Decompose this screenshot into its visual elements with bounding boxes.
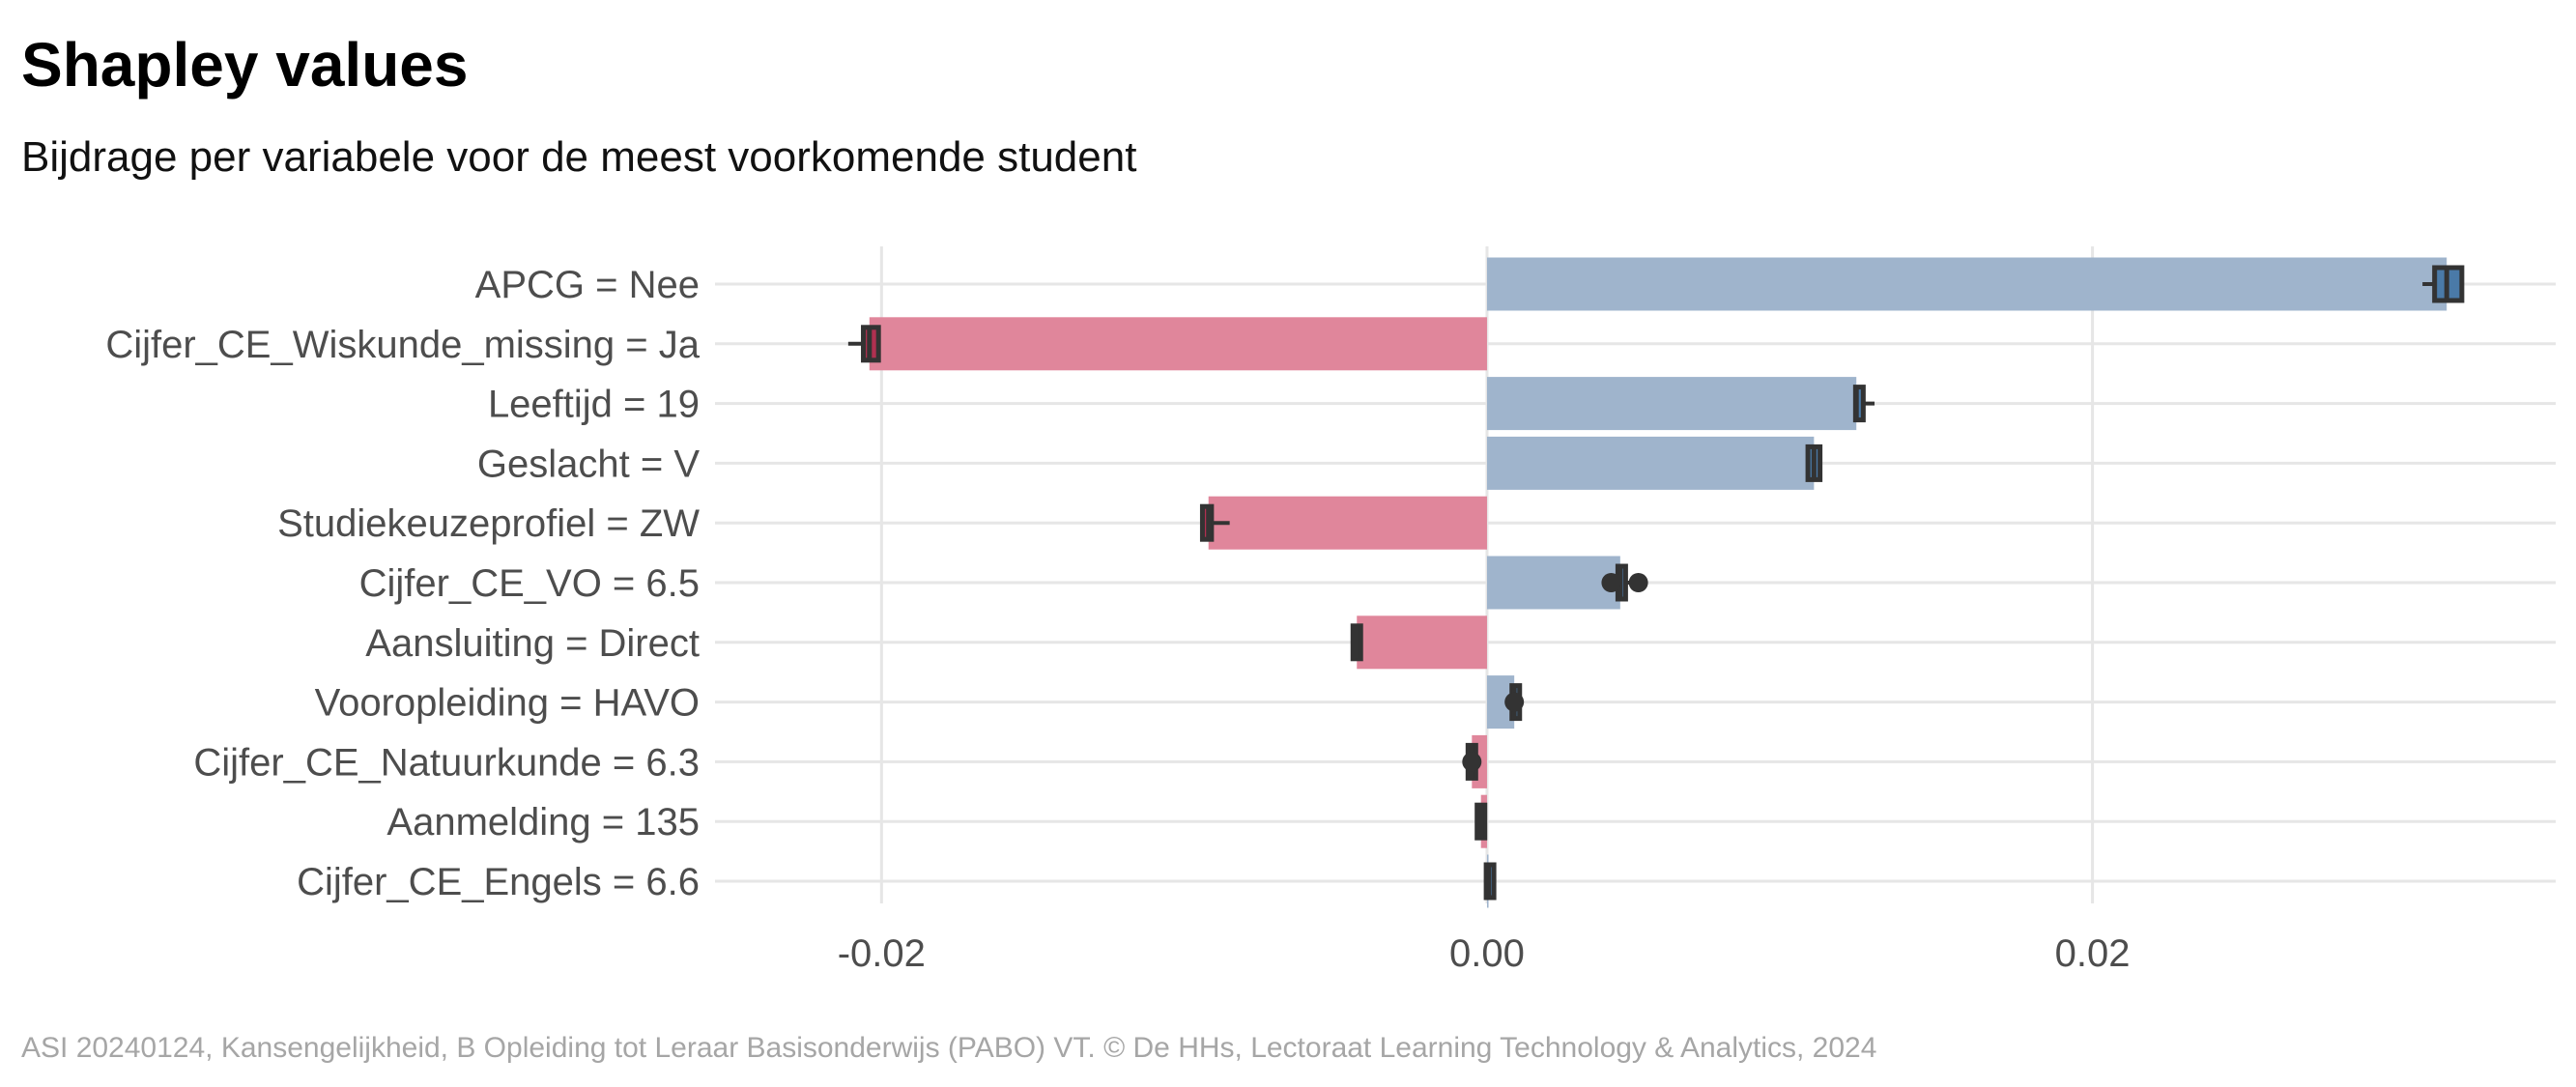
- y-tick-label: Geslacht = V: [477, 443, 700, 485]
- shapley-bar-chart: APCG = Nee Cijfer_CE_Wiskunde_missing = J…: [105, 246, 2556, 975]
- bar-layer: [869, 257, 2447, 908]
- outlier-point: [1462, 752, 1482, 772]
- shap-bar: [1486, 436, 1815, 490]
- shap-bar: [1486, 377, 1857, 431]
- y-tick-label: Aanmelding = 135: [386, 801, 700, 844]
- shap-bar: [869, 317, 1487, 371]
- y-tick-label: Aansluiting = Direct: [365, 622, 700, 665]
- marker-layer: [847, 265, 2465, 901]
- shap-bar: [1486, 556, 1620, 610]
- y-tick-label: Cijfer_CE_Natuurkunde = 6.3: [193, 741, 700, 784]
- shap-bar: [1357, 615, 1487, 670]
- outlier-point: [1601, 573, 1621, 592]
- y-tick-label: Cijfer_CE_VO = 6.5: [359, 562, 700, 605]
- y-tick-label: Cijfer_CE_Wiskunde_missing = Ja: [105, 324, 700, 366]
- shap-bar: [1486, 257, 2447, 311]
- y-tick-label: APCG = Nee: [475, 264, 700, 306]
- outlier-point: [1628, 573, 1648, 592]
- outlier-point: [1504, 692, 1525, 712]
- y-tick-label: Leeftijd = 19: [488, 384, 700, 426]
- shap-bar: [1208, 496, 1487, 550]
- chart-caption: ASI 20240124, Kansengelijkheid, B Opleid…: [21, 1032, 1877, 1064]
- x-tick-labels: -0.02 0.00 0.02: [838, 932, 2131, 975]
- y-tick-labels: APCG = Nee Cijfer_CE_Wiskunde_missing = J…: [105, 264, 700, 903]
- y-tick-label: Cijfer_CE_Engels = 6.6: [297, 861, 700, 903]
- y-tick-label: Studiekeuzeprofiel = ZW: [277, 502, 700, 545]
- x-tick-label: 0.02: [2055, 932, 2131, 975]
- chart-subtitle: Bijdrage per variabele voor de meest voo…: [21, 133, 1137, 181]
- chart-title: Shapley values: [21, 30, 469, 100]
- x-tick-label: 0.00: [1449, 932, 1525, 975]
- x-tick-label: -0.02: [838, 932, 926, 975]
- y-tick-label: Vooropleiding = HAVO: [315, 682, 700, 725]
